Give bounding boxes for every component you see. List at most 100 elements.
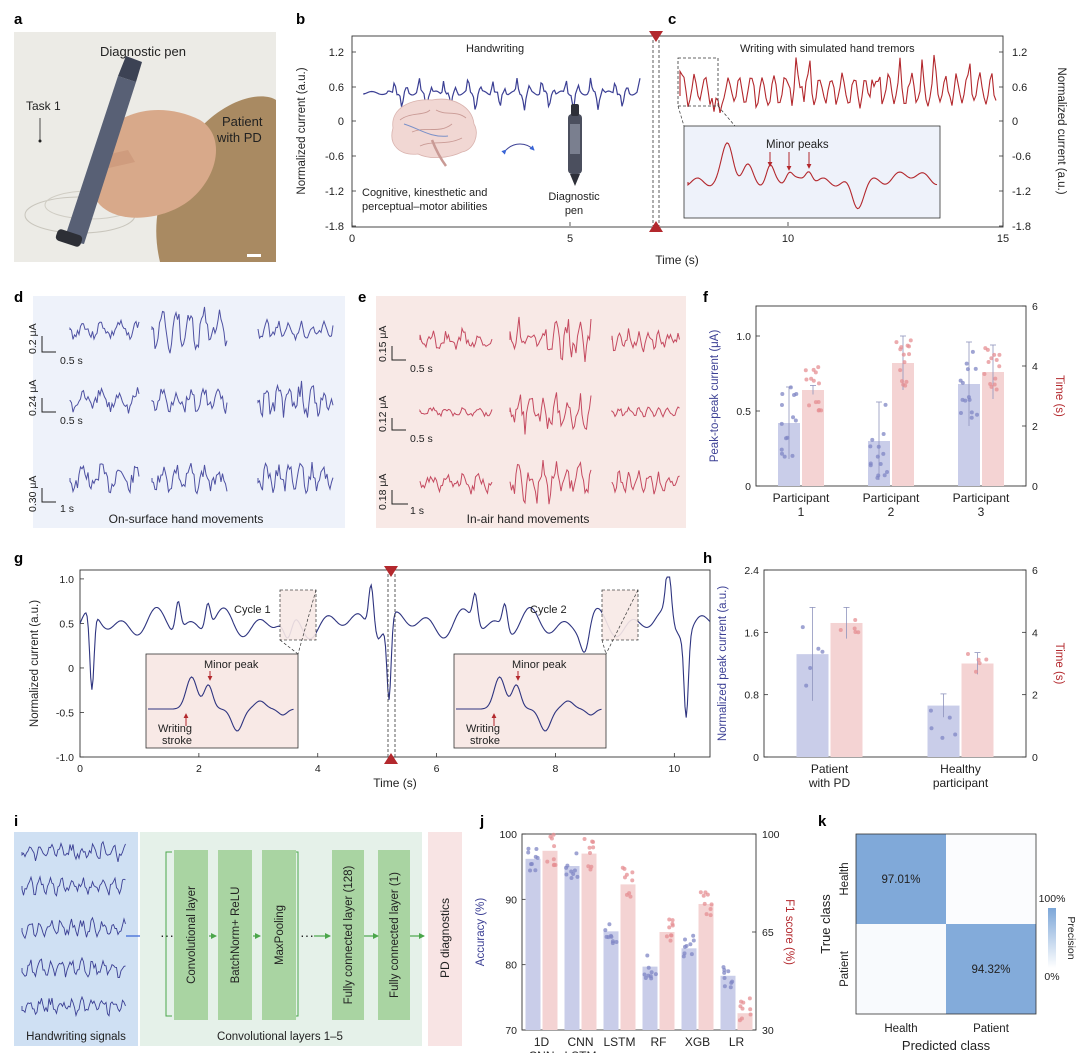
data-point [965, 367, 970, 372]
data-point [788, 385, 793, 390]
panel-bc-xtick: 10 [782, 233, 794, 245]
data-point [609, 934, 614, 939]
data-point [965, 652, 970, 657]
data-point [549, 836, 554, 841]
data-point [535, 855, 540, 860]
data-point [982, 372, 987, 377]
data-point [670, 921, 675, 926]
panel-c-ytick: 1.2 [1012, 47, 1027, 59]
data-point [708, 913, 713, 918]
ytick-right: 0 [1032, 752, 1038, 764]
data-point [969, 410, 974, 415]
panel-letter-g: g [14, 550, 23, 567]
data-point [793, 418, 798, 423]
signal-trace [419, 472, 493, 495]
data-point [587, 845, 592, 850]
bar [564, 866, 580, 1030]
network-block-label: BatchNorm+ ReLU [230, 887, 242, 984]
data-point [551, 857, 556, 862]
data-point [883, 402, 888, 407]
data-point [791, 415, 796, 420]
panel-b-ytick: 0 [338, 116, 344, 128]
ytick-right: 2 [1032, 421, 1038, 433]
data-point [646, 965, 651, 970]
data-point [610, 941, 615, 946]
data-point [804, 683, 809, 688]
data-point [901, 352, 906, 357]
signal-trace [69, 463, 140, 495]
stroke-label: stroke [162, 735, 192, 747]
panel-c-title: Writing with simulated hand tremors [740, 43, 915, 55]
bar [961, 663, 994, 757]
panel-f-chart: 0 0.5 1.0 0 2 4 6 Peak-to-peak current (μA) Time… [709, 301, 1065, 519]
data-point [572, 868, 577, 873]
data-point [875, 475, 880, 480]
ylabel-left: Normalized peak current (a.u.) [717, 586, 729, 741]
data-point [722, 984, 727, 989]
panel-b-ytick: -0.6 [325, 151, 344, 163]
ytick-left: 0 [753, 752, 759, 764]
signal-trace [257, 318, 334, 342]
data-point [620, 865, 625, 870]
data-point [728, 985, 733, 990]
category-label: CNN [568, 1035, 594, 1049]
data-point [528, 868, 533, 873]
ytick-left: 1.0 [736, 331, 751, 343]
data-point [630, 870, 635, 875]
ylabel-right: F1 score (%) [783, 899, 795, 965]
category-label: with PD [808, 776, 851, 790]
bar [720, 975, 736, 1030]
panel-bc-xlabel: Time (s) [655, 253, 699, 267]
row-label: Health [839, 862, 851, 895]
ytick-left: 2.4 [744, 565, 759, 577]
plot-frame [763, 569, 1027, 758]
data-point [997, 352, 1002, 357]
data-point [994, 387, 999, 392]
category-label: participant [933, 776, 989, 790]
category-label: Participant [953, 491, 1010, 505]
signal-trace [257, 462, 334, 495]
data-point [820, 649, 825, 654]
data-point [779, 451, 784, 456]
ylabel-left: Accuracy (%) [475, 898, 487, 967]
data-point [603, 928, 608, 933]
data-point [881, 451, 886, 456]
data-point [800, 625, 805, 630]
data-point [614, 940, 619, 945]
ytick-left: 1.6 [744, 627, 759, 639]
panel-letter-k: k [818, 813, 827, 830]
colorbar [1048, 908, 1056, 968]
hand [90, 110, 217, 218]
data-point [591, 845, 596, 850]
data-point [779, 447, 784, 452]
panel-bc: Handwriting Writing with simulated hand … [296, 31, 1067, 267]
data-point [882, 473, 887, 478]
writing-label: Writing [466, 723, 500, 735]
k-xlabel: Predicted class [902, 1038, 991, 1053]
data-point [684, 944, 689, 949]
data-point [973, 669, 978, 674]
ytick-left: 0.8 [744, 690, 759, 702]
heatmap-cell [856, 924, 946, 1014]
brain-icon [391, 98, 477, 167]
signal-trace [611, 328, 680, 353]
data-point [875, 454, 880, 459]
data-point [986, 360, 991, 365]
data-point [670, 918, 675, 923]
panel-i-output-label: PD diagnostics [438, 898, 452, 978]
ytick-left: 90 [505, 894, 517, 906]
data-point [808, 665, 813, 670]
panel-e-scale-2: 0.12 μA [377, 396, 389, 432]
data-point [993, 376, 998, 381]
inset-trace [456, 676, 602, 732]
data-point [992, 352, 997, 357]
data-point [590, 839, 595, 844]
data-point [784, 436, 789, 441]
network-block-label: Fully connected layer (1) [389, 872, 401, 998]
data-point [646, 973, 651, 978]
signal-trace [509, 316, 592, 362]
data-point [569, 876, 574, 881]
ytick-left: 100 [499, 829, 517, 841]
data-point [701, 893, 706, 898]
ylabel-left: Peak-to-peak current (μA) [709, 330, 721, 463]
